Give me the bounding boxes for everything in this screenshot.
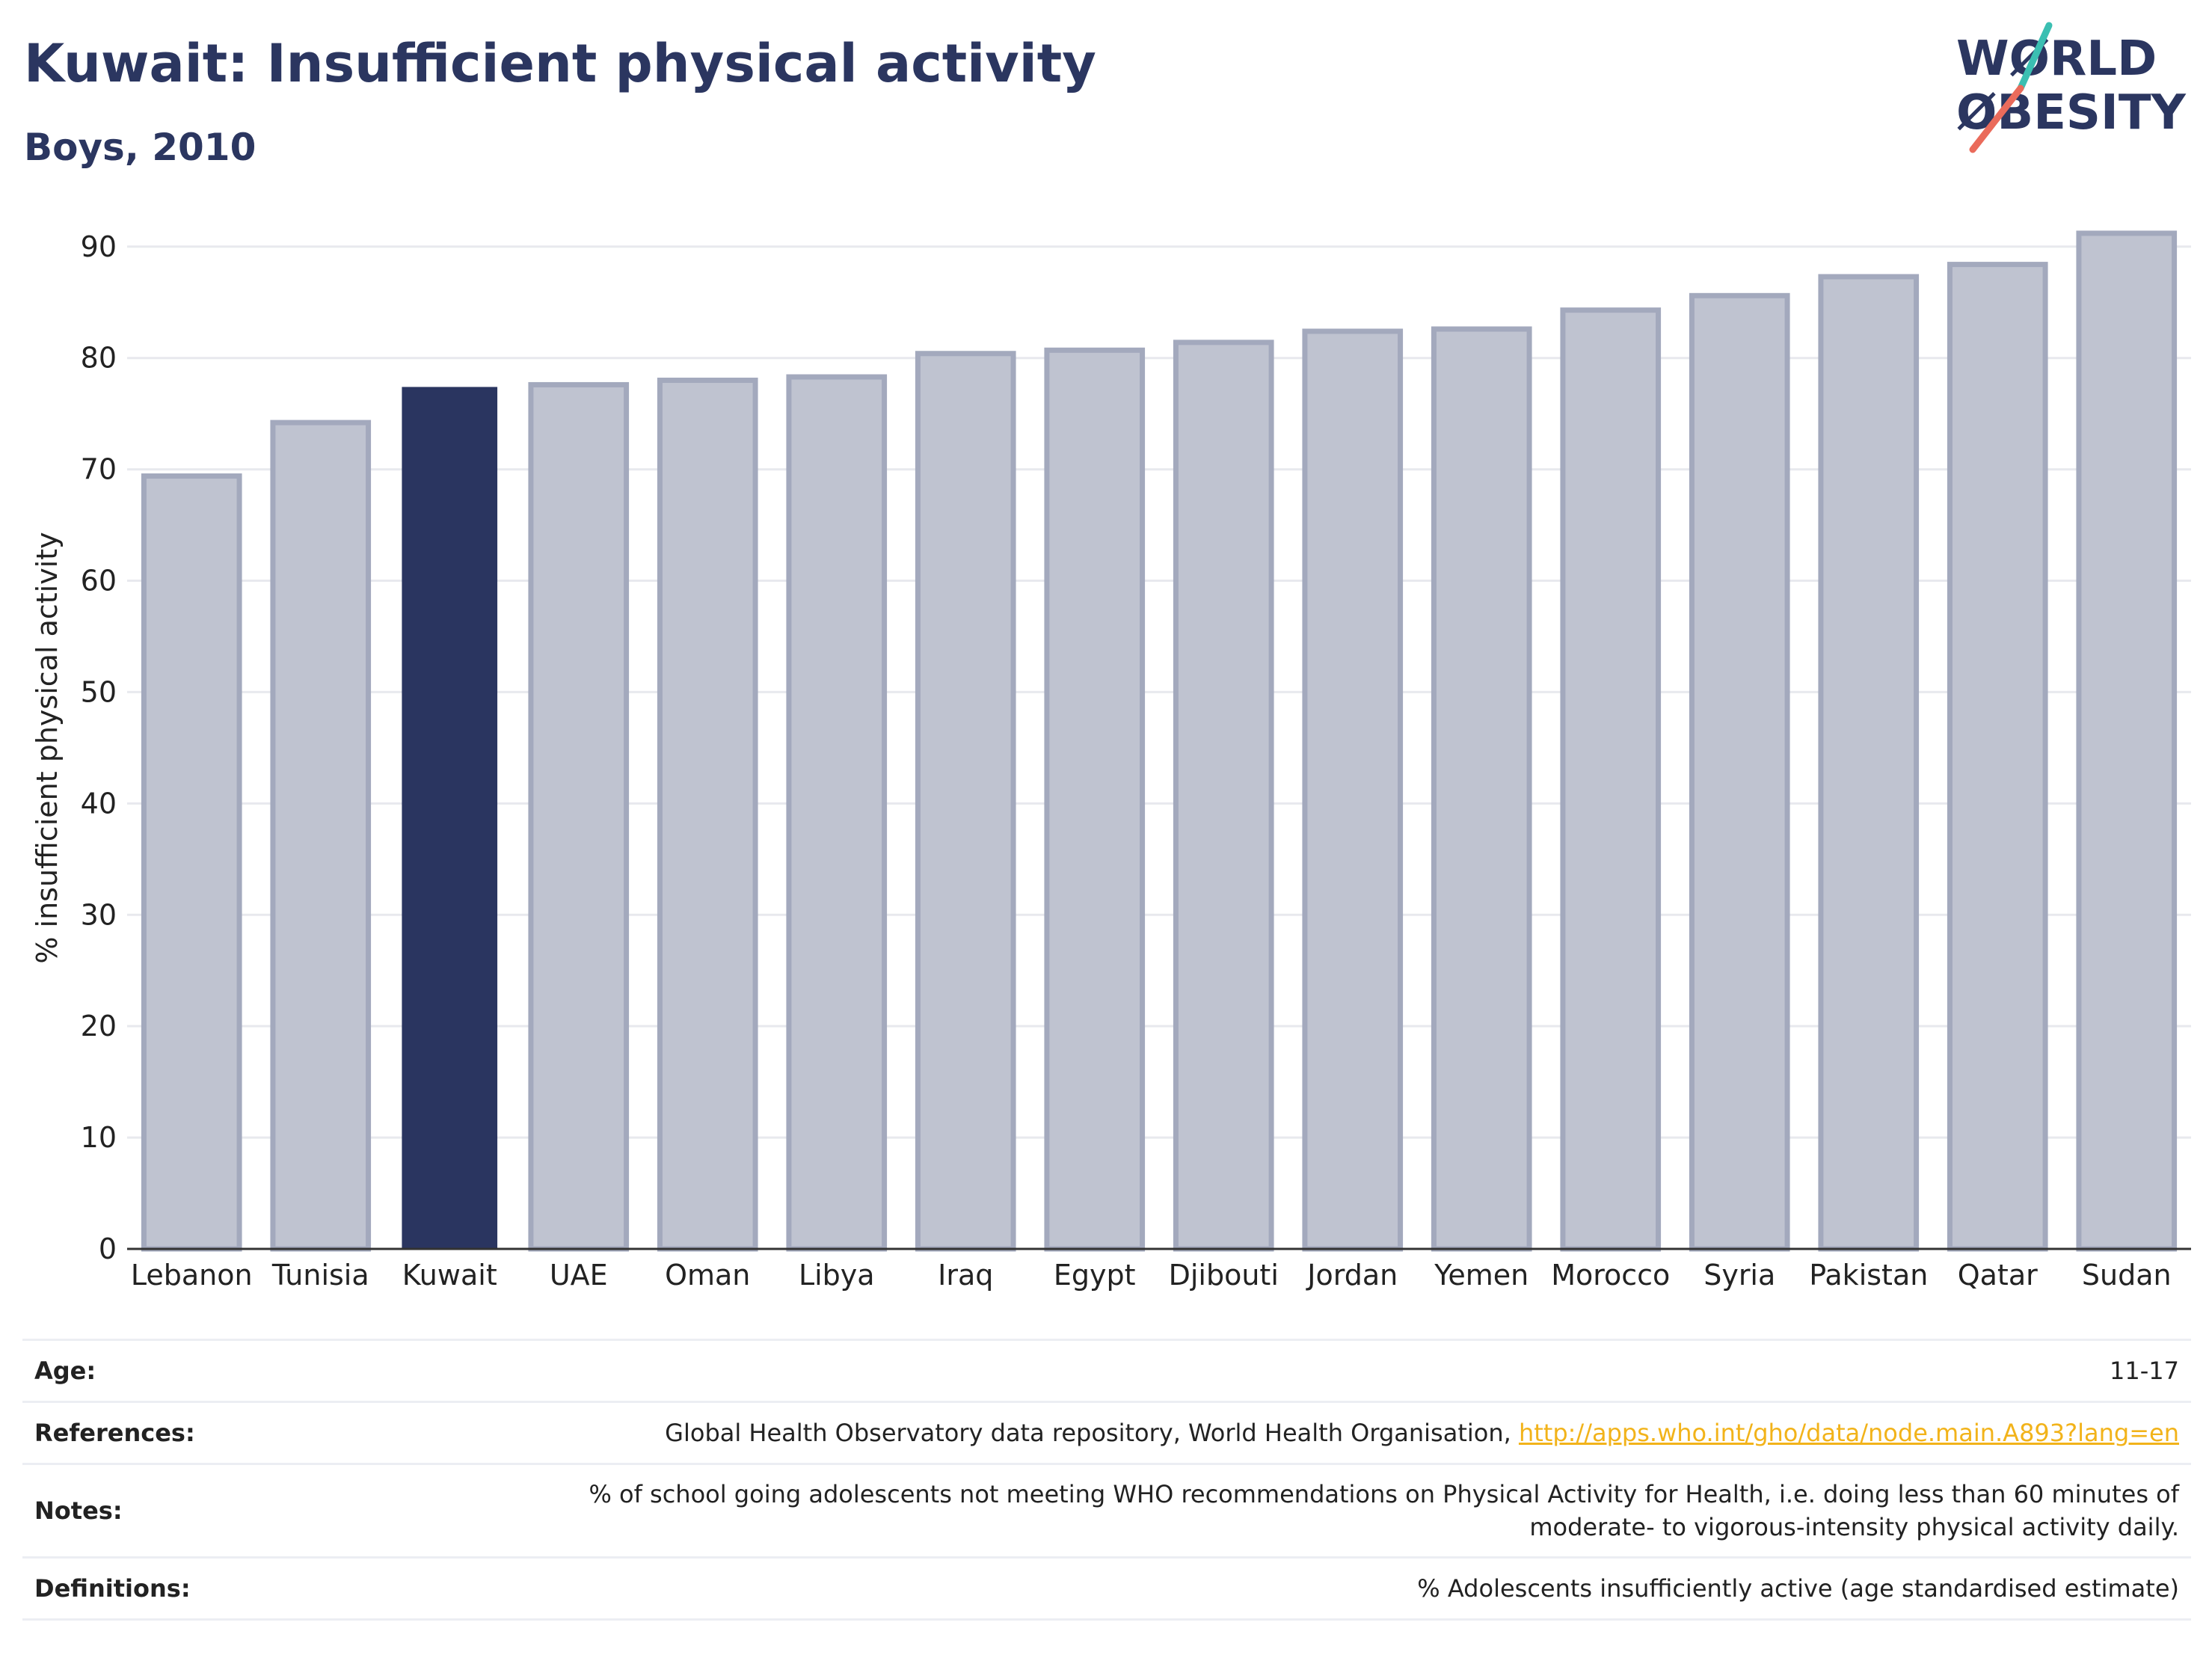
references-link[interactable]: http://apps.who.int/gho/data/node.main.A… <box>1518 1419 2179 1447</box>
x-tick-label: Oman <box>665 1259 750 1292</box>
bar-qatar <box>1947 262 2048 1252</box>
x-tick-label: Libya <box>799 1259 875 1292</box>
y-tick-label: 0 <box>99 1232 117 1265</box>
info-row-references: References: Global Health Observatory da… <box>22 1401 2191 1465</box>
x-tick-label: Lebanon <box>131 1259 253 1292</box>
y-tick-label: 80 <box>81 342 117 375</box>
x-tick-label: Yemen <box>1434 1259 1529 1292</box>
logo-line1: WØRLD <box>1956 31 2157 87</box>
bar-sudan <box>2076 230 2178 1252</box>
definitions-label: Definitions: <box>22 1556 271 1621</box>
y-tick-label: 30 <box>81 898 117 931</box>
notes-line1: % of school going adolescents not meetin… <box>589 1480 2179 1508</box>
bar-jordan <box>1302 328 1404 1252</box>
age-label: Age: <box>22 1339 271 1403</box>
bar-oman <box>657 377 758 1252</box>
x-tick-label: Djibouti <box>1169 1259 1279 1292</box>
bar-djibouti <box>1173 340 1274 1252</box>
age-value: 11-17 <box>271 1339 2191 1403</box>
x-tick-label: UAE <box>550 1259 608 1292</box>
notes-line2: moderate- to vigorous-intensity physical… <box>1529 1513 2179 1541</box>
bar-pakistan <box>1818 274 1920 1252</box>
references-text: Global Health Observatory data repositor… <box>665 1419 1519 1447</box>
info-row-definitions: Definitions: % Adolescents insufficientl… <box>22 1556 2191 1621</box>
axis-labels: 0 10 20 30 40 50 60 70 80 90 Lebanon Tunisia Kuwait U… <box>81 230 2172 1292</box>
x-tick-label: Tunisia <box>271 1259 369 1292</box>
world-obesity-logo: WØRLD ØBESITY <box>1956 22 2186 153</box>
logo-slash-coral <box>1969 85 2024 153</box>
bar-egypt <box>1044 347 1146 1252</box>
bar-kuwait <box>402 387 498 1249</box>
x-tick-label: Pakistan <box>1809 1259 1928 1292</box>
y-tick-label: 10 <box>81 1121 117 1154</box>
bars <box>141 230 2178 1252</box>
y-tick-label: 60 <box>81 565 117 598</box>
bar-syria <box>1689 292 1790 1252</box>
notes-value: % of school going adolescents not meetin… <box>271 1463 2191 1559</box>
x-tick-label: Egypt <box>1054 1259 1136 1292</box>
x-tick-label: Qatar <box>1958 1259 2038 1292</box>
y-axis-label: % insufficient physical activity <box>31 532 64 963</box>
bar-libya <box>786 374 888 1252</box>
x-tick-label: Jordan <box>1306 1259 1398 1292</box>
references-value: Global Health Observatory data repositor… <box>271 1401 2191 1465</box>
bar-lebanon <box>141 473 242 1252</box>
bar-iraq <box>915 351 1016 1252</box>
x-tick-label: Iraq <box>938 1259 993 1292</box>
page-title: Kuwait: Insufficient physical activity <box>24 33 1096 94</box>
x-tick-label: Sudan <box>2082 1259 2172 1292</box>
bar-uae <box>528 381 630 1252</box>
bar-chart: 0 10 20 30 40 50 60 70 80 90 Lebanon Tunisia Kuwait U… <box>31 230 2191 1292</box>
info-table: Age: 11-17 References: Global Health Obs… <box>22 1339 2191 1621</box>
x-tick-label: Kuwait <box>402 1259 497 1292</box>
y-tick-label: 50 <box>81 675 117 708</box>
info-row-age: Age: 11-17 <box>22 1339 2191 1403</box>
info-row-notes: Notes: % of school going adolescents not… <box>22 1463 2191 1559</box>
logo-line2: ØBESITY <box>1956 85 2186 141</box>
page-subtitle: Boys, 2010 <box>24 126 256 169</box>
bar-yemen <box>1431 326 1532 1252</box>
bar-morocco <box>1560 307 1662 1252</box>
y-tick-label: 20 <box>81 1010 117 1043</box>
y-tick-label: 70 <box>81 453 117 486</box>
bar-tunisia <box>270 420 372 1252</box>
x-tick-label: Morocco <box>1551 1259 1670 1292</box>
references-label: References: <box>22 1401 271 1465</box>
logo-slash-teal <box>2017 22 2053 92</box>
x-tick-label: Syria <box>1703 1259 1775 1292</box>
y-tick-label: 90 <box>81 230 117 263</box>
notes-label: Notes: <box>22 1463 271 1559</box>
y-tick-label: 40 <box>81 787 117 820</box>
definitions-value: % Adolescents insufficiently active (age… <box>271 1556 2191 1621</box>
